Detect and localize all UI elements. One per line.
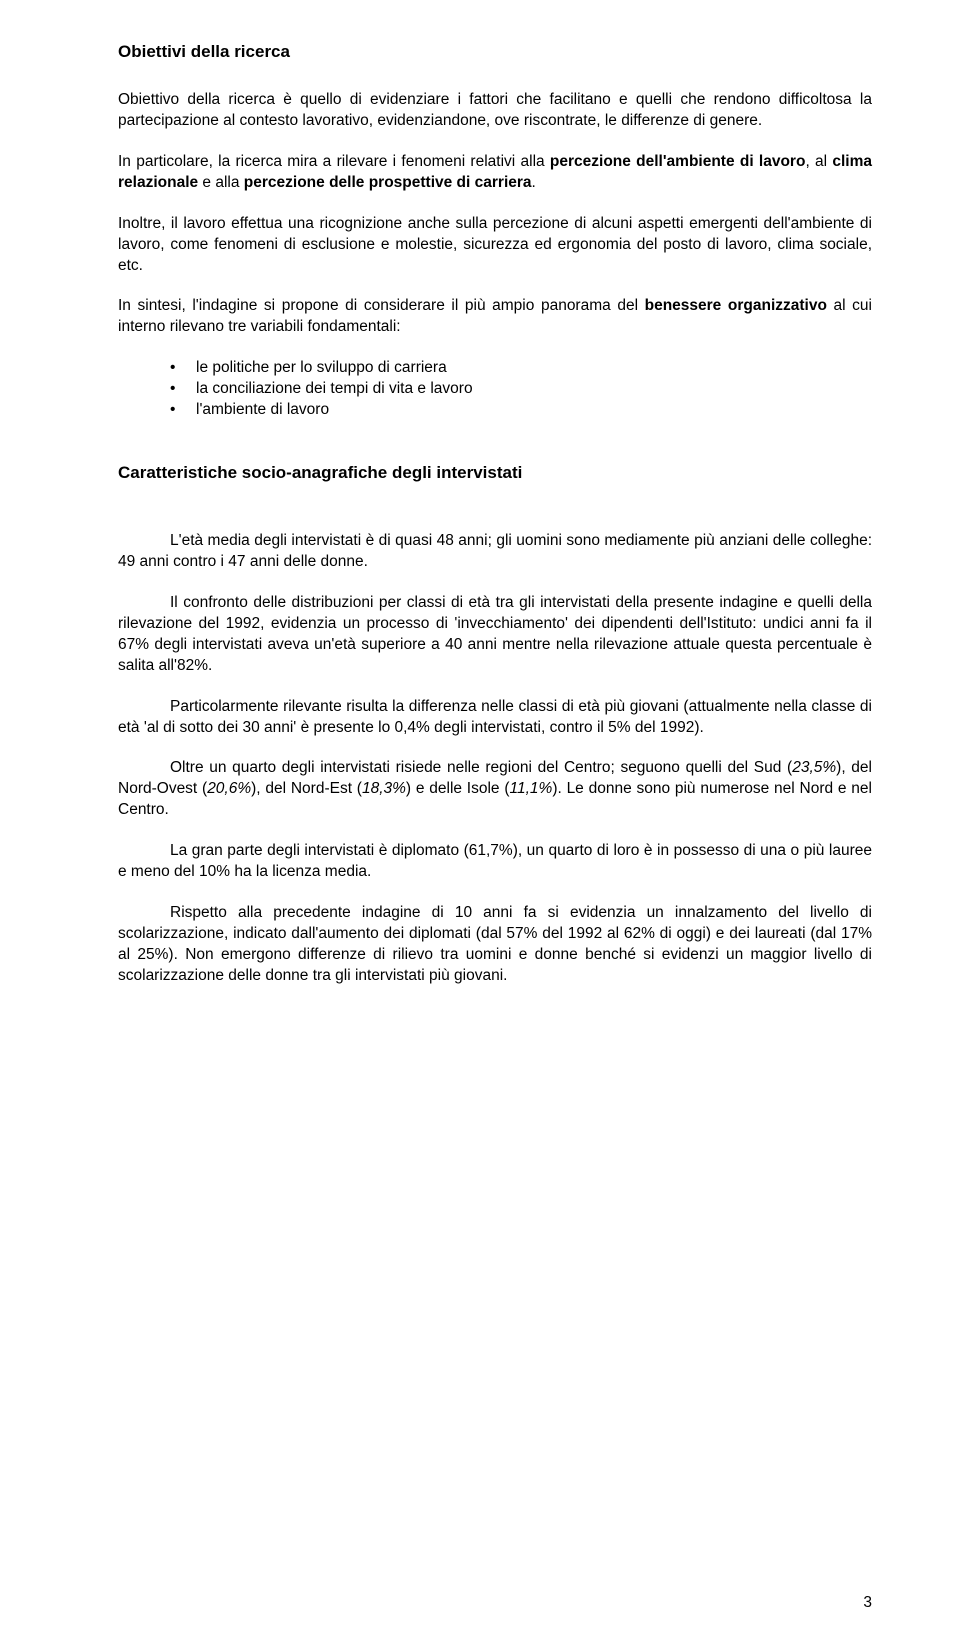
list-item: le politiche per lo sviluppo di carriera (170, 358, 872, 379)
paragraph-age-distribution: Il confronto delle distribuzioni per cla… (118, 593, 872, 677)
text-segment: , al (805, 153, 832, 170)
paragraph-additional: Inoltre, il lavoro effettua una ricogniz… (118, 214, 872, 277)
bold-term-wellbeing: benessere organizzativo (645, 297, 827, 314)
italic-percent-nordest: 18,3% (362, 780, 406, 797)
text-segment: e alla (198, 174, 244, 191)
page-number: 3 (863, 1594, 872, 1612)
list-item: la conciliazione dei tempi di vita e lav… (170, 379, 872, 400)
paragraph-education: La gran parte degli intervistati è diplo… (118, 841, 872, 883)
variable-bullet-list: le politiche per lo sviluppo di carriera… (170, 358, 872, 421)
italic-percent-sud: 23,5% (792, 759, 836, 776)
text-segment: In particolare, la ricerca mira a rileva… (118, 153, 550, 170)
paragraph-regions: Oltre un quarto degli intervistati risie… (118, 758, 872, 821)
text-segment: Oltre un quarto degli intervistati risie… (170, 759, 792, 776)
paragraph-education-trend: Rispetto alla precedente indagine di 10 … (118, 903, 872, 987)
bold-term-career: percezione delle prospettive di carriera (244, 174, 532, 191)
section-heading-objectives: Obiettivi della ricerca (118, 42, 872, 62)
paragraph-focus: In particolare, la ricerca mira a rileva… (118, 152, 872, 194)
paragraph-summary: In sintesi, l'indagine si propone di con… (118, 296, 872, 338)
italic-percent-isole: 11,1% (510, 780, 553, 797)
list-item: l'ambiente di lavoro (170, 400, 872, 421)
text-segment: ) e delle Isole ( (406, 780, 510, 797)
italic-percent-nordovest: 20,6% (207, 780, 251, 797)
paragraph-intro: Obiettivo della ricerca è quello di evid… (118, 90, 872, 132)
bold-term-perception: percezione dell'ambiente di lavoro (550, 153, 806, 170)
paragraph-age: L'età media degli intervistati è di quas… (118, 531, 872, 573)
text-segment: In sintesi, l'indagine si propone di con… (118, 297, 645, 314)
section-heading-characteristics: Caratteristiche socio-anagrafiche degli … (118, 463, 872, 483)
paragraph-young-classes: Particolarmente rilevante risulta la dif… (118, 697, 872, 739)
text-segment: . (532, 174, 536, 191)
text-segment: ), del Nord-Est ( (251, 780, 362, 797)
